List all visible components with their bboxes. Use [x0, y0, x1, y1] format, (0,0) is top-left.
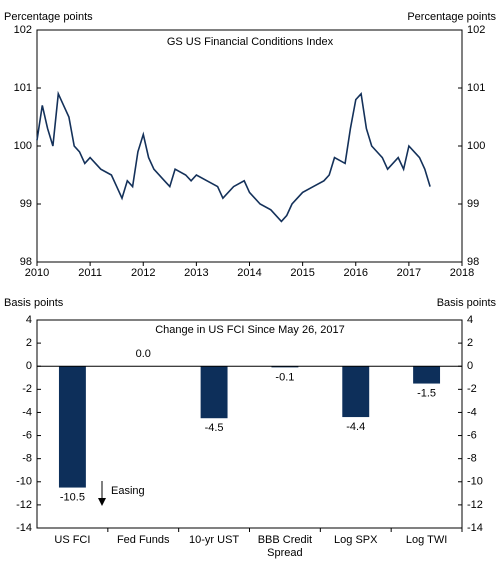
y2-tick-label: 101 — [467, 82, 485, 94]
bar — [58, 366, 86, 488]
y2-tick-label: -12 — [467, 499, 483, 511]
y-tick-label: -2 — [22, 383, 32, 395]
arrow-head — [98, 498, 106, 506]
x-tick-label: Log TWI — [405, 534, 448, 546]
value-label: -4.4 — [346, 421, 365, 433]
y-tick-label: 98 — [20, 256, 32, 268]
value-label: -10.5 — [60, 491, 85, 503]
y2-tick-label: -4 — [467, 406, 477, 418]
y2-tick-label: -8 — [467, 453, 477, 465]
y2-tick-label: 102 — [467, 24, 485, 36]
y-tick-label: -8 — [22, 453, 32, 465]
y-tick-label: -6 — [22, 429, 32, 441]
y-tick-label: 0 — [26, 360, 32, 372]
y-tick-label: 102 — [14, 24, 32, 36]
x-tick-label: 2012 — [131, 267, 155, 279]
y-label: Percentage points — [4, 11, 93, 23]
value-label: -0.1 — [275, 371, 294, 383]
y2-tick-label: -6 — [467, 429, 477, 441]
y2-tick-label: -10 — [467, 476, 483, 488]
y2-tick-label: 98 — [467, 256, 479, 268]
x-tick-label: 2016 — [344, 267, 368, 279]
y2-tick-label: 100 — [467, 140, 485, 152]
y2-tick-label: 2 — [467, 337, 473, 349]
bar — [342, 366, 370, 418]
chart-title: Change in US FCI Since May 26, 2017 — [155, 324, 345, 336]
plot-frame — [36, 319, 463, 529]
x-tick-label: 2014 — [237, 267, 261, 279]
y-tick-label: 101 — [14, 82, 32, 94]
bar — [413, 366, 441, 384]
y2-tick-label: 99 — [467, 198, 479, 210]
y-tick-label: 4 — [26, 314, 32, 326]
x-tick-label: US FCI — [54, 534, 91, 546]
value-label: -1.5 — [417, 387, 436, 399]
value-label: 0.0 — [136, 348, 151, 360]
x-tick-label: Log SPX — [334, 534, 378, 546]
x-tick-label: 2013 — [184, 267, 208, 279]
x-tick-label: Fed Funds — [116, 534, 170, 546]
x-tick-label: 2018 — [450, 267, 474, 279]
y-label: Basis points — [4, 297, 64, 309]
y-tick-label: -4 — [22, 406, 32, 418]
x-tick-label: 2017 — [397, 267, 421, 279]
bar — [271, 366, 299, 368]
y2-tick-label: 4 — [467, 314, 473, 326]
y-tick-label: -14 — [16, 522, 32, 534]
y2-tick-label: 0 — [467, 360, 473, 372]
value-label: -4.5 — [205, 422, 224, 434]
y2-label: Basis points — [437, 297, 497, 309]
x-tick-label: 2010 — [25, 267, 49, 279]
y-tick-label: 2 — [26, 337, 32, 349]
plot-frame — [36, 29, 463, 263]
x-tick-label: 2011 — [78, 267, 102, 279]
x-tick-label: 10-yr UST — [189, 534, 240, 546]
y2-tick-label: -14 — [467, 522, 483, 534]
y2-tick-label: -2 — [467, 383, 477, 395]
bar — [200, 366, 228, 419]
y-tick-label: -10 — [16, 476, 32, 488]
y-tick-label: 100 — [14, 140, 32, 152]
y-tick-label: -12 — [16, 499, 32, 511]
fci-line — [36, 90, 431, 223]
x-tick-label: 2015 — [290, 267, 314, 279]
annotation: Easing — [111, 485, 145, 497]
chart-title: GS US Financial Conditions Index — [167, 36, 334, 48]
x-tick-label: BBB Credit Spread — [257, 534, 313, 559]
y2-label: Percentage points — [407, 11, 496, 23]
y-tick-label: 99 — [20, 198, 32, 210]
